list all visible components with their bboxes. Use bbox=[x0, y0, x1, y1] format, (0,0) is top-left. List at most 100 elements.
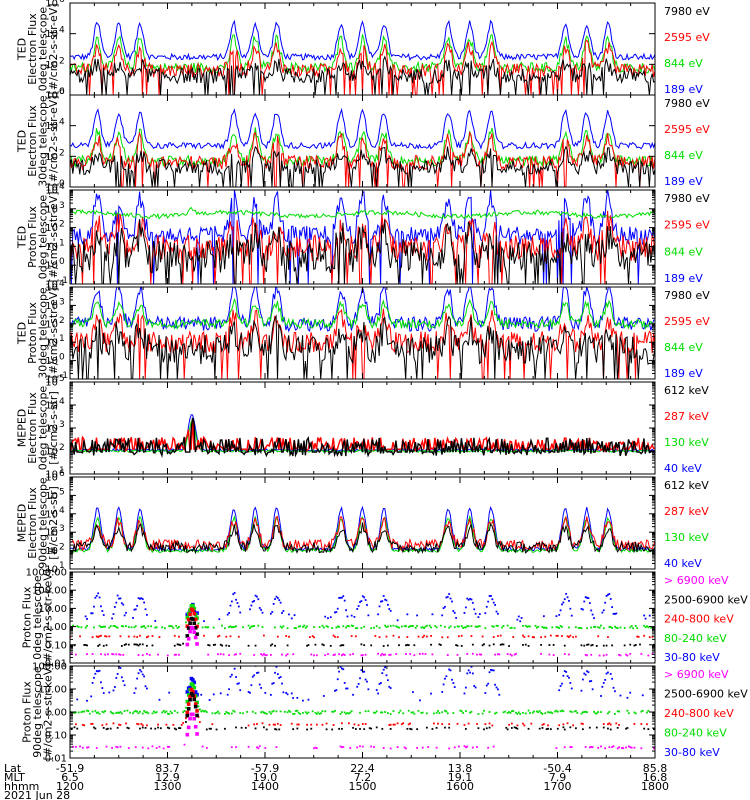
series-8--6900-kev-point bbox=[464, 746, 467, 749]
series-8-240-800-kev-point bbox=[580, 722, 583, 725]
series-7-30-80-kev-point bbox=[154, 620, 157, 622]
series-8-30-80-kev-point bbox=[588, 680, 591, 683]
series-8-2500-6900-kev-point bbox=[464, 728, 467, 730]
series-7-240-800-kev-point bbox=[374, 635, 377, 637]
x-tick-lat: -57.9 bbox=[251, 762, 279, 775]
series-8-30-80-kev-point bbox=[449, 669, 452, 672]
series-8-80-240-kev-point bbox=[288, 709, 290, 712]
series-8-80-240-kev-point bbox=[292, 713, 295, 715]
series-7-30-80-kev-point bbox=[288, 613, 290, 616]
series-8-30-80-kev-point bbox=[200, 693, 203, 696]
series-7-80-240-kev-point bbox=[580, 627, 583, 630]
series-8-2500-6900-kev-point bbox=[370, 727, 373, 730]
series-7-80-240-kev-point bbox=[506, 624, 509, 627]
series-7-80-240-kev-point bbox=[541, 626, 544, 628]
series-8-80-240-kev-point bbox=[214, 712, 217, 715]
series-7-30-80-kev-point bbox=[492, 601, 495, 604]
series-8-30-80-kev-point bbox=[490, 668, 492, 671]
series-7-240-800-kev-point bbox=[648, 636, 651, 639]
series-7--6900-kev-point bbox=[513, 653, 516, 656]
series-7-30-80-kev-point bbox=[643, 614, 646, 617]
series-8-80-240-kev-point bbox=[72, 711, 74, 714]
series-7-240-800-kev-point bbox=[185, 624, 190, 628]
series-7--6900-kev-point bbox=[424, 653, 427, 655]
series-8-30-80-kev-point bbox=[586, 670, 588, 673]
series-7-30-80-kev-point bbox=[497, 612, 499, 615]
series-8-80-240-kev-point bbox=[321, 710, 324, 713]
series-8-2500-6900-kev-point bbox=[274, 728, 276, 730]
series-7-80-240-kev-point bbox=[410, 625, 413, 627]
series-7--6900-kev-point bbox=[360, 654, 363, 657]
series-8-240-800-kev-point bbox=[272, 723, 275, 726]
series-7-2500-6900-kev-point bbox=[127, 643, 130, 646]
series-7-2500-6900-kev-point bbox=[98, 643, 101, 646]
series-8-240-800-kev-point bbox=[581, 722, 584, 725]
series-7--6900-kev-point bbox=[456, 653, 459, 656]
series-8-80-240-kev-point bbox=[112, 712, 115, 715]
series-7-240-800-kev-point bbox=[225, 635, 228, 638]
series-8-30-80-kev-point bbox=[253, 674, 256, 677]
series-7-80-240-kev-point bbox=[80, 626, 83, 629]
series-8-80-240-kev-point bbox=[183, 710, 186, 712]
series-8-2500-6900-kev-point bbox=[139, 727, 141, 730]
series-7-2500-6900-kev-point bbox=[207, 644, 210, 646]
series-8-80-240-kev-point bbox=[595, 712, 598, 715]
series-7--6900-kev-point bbox=[647, 654, 650, 657]
series-8-80-240-kev-point bbox=[549, 711, 552, 714]
series-8-80-240-kev-point bbox=[417, 709, 420, 712]
series-8-30-80-kev-point bbox=[604, 678, 607, 681]
date-label: 2021 Jun 28 bbox=[4, 789, 70, 800]
series-7-30-80-kev-point bbox=[449, 597, 452, 600]
series-7-2500-6900-kev-point bbox=[455, 644, 458, 646]
series-8-30-80-kev-point bbox=[629, 691, 632, 694]
series-7-30-80-kev-point bbox=[335, 611, 338, 613]
series-8--6900-kev-point bbox=[313, 747, 315, 750]
series-7-30-80-kev-point bbox=[607, 593, 609, 596]
series-7-80-240-kev-point bbox=[484, 627, 487, 630]
series-7-80-240-kev-point bbox=[363, 625, 366, 628]
series-7-80-240-kev-point bbox=[594, 625, 597, 628]
series-7--6900-kev-point bbox=[233, 653, 236, 656]
series-7-30-80-kev-point bbox=[608, 593, 611, 595]
series-8-80-240-kev-point bbox=[132, 712, 134, 715]
legend-entry: 287 keV bbox=[664, 410, 709, 423]
series-1-189-ev bbox=[70, 19, 655, 62]
series-8-30-80-kev-point bbox=[144, 685, 147, 688]
series-7--6900-kev-point bbox=[310, 653, 313, 656]
series-7-2500-6900-kev-point bbox=[602, 644, 605, 647]
series-8-80-240-kev-point bbox=[268, 711, 271, 713]
series-7-240-800-kev-point bbox=[544, 635, 547, 638]
series-7-80-240-kev-point bbox=[586, 627, 588, 630]
series-8-80-240-kev-point bbox=[533, 710, 536, 713]
series-6-130-kev bbox=[70, 514, 655, 554]
series-7-30-80-kev-point bbox=[339, 596, 342, 599]
series-8-80-240-kev-point bbox=[381, 711, 384, 714]
series-8-80-240-kev-point bbox=[541, 712, 544, 715]
series-8-80-240-kev-point bbox=[438, 712, 441, 714]
series-8-30-80-kev-point bbox=[375, 689, 378, 691]
series-7-80-240-kev-point bbox=[140, 626, 143, 628]
series-7-30-80-kev-point bbox=[203, 620, 205, 623]
series-8-80-240-kev-point bbox=[517, 711, 520, 714]
y-tick-exponent: 5 bbox=[59, 374, 65, 384]
y-tick-exponent: 6 bbox=[59, 0, 65, 5]
series-8-2500-6900-kev bbox=[70, 691, 655, 731]
legend-entry: 130 keV bbox=[664, 436, 709, 449]
y-tick-label: 10 bbox=[45, 223, 58, 234]
series-7-2500-6900-kev-point bbox=[405, 644, 407, 647]
series-7-80-240-kev-point bbox=[120, 625, 123, 627]
series-8-30-80-kev-point bbox=[452, 682, 455, 684]
series-7--6900-kev-point bbox=[185, 642, 190, 647]
series-7--6900-kev-point bbox=[228, 654, 230, 657]
series-8-80-240-kev-point bbox=[314, 711, 317, 714]
series-8-240-800-kev-point bbox=[633, 723, 636, 725]
series-7-80-240-kev-point bbox=[172, 626, 175, 629]
series-8-2500-6900-kev-point bbox=[477, 727, 480, 730]
series-8--6900-kev-point bbox=[86, 746, 88, 749]
series-7-30-80-kev-point bbox=[389, 610, 392, 612]
series-7-30-80-kev-point bbox=[218, 618, 221, 621]
series-7-30-80-kev-point bbox=[232, 593, 235, 596]
series-8-80-240-kev-point bbox=[279, 710, 282, 713]
